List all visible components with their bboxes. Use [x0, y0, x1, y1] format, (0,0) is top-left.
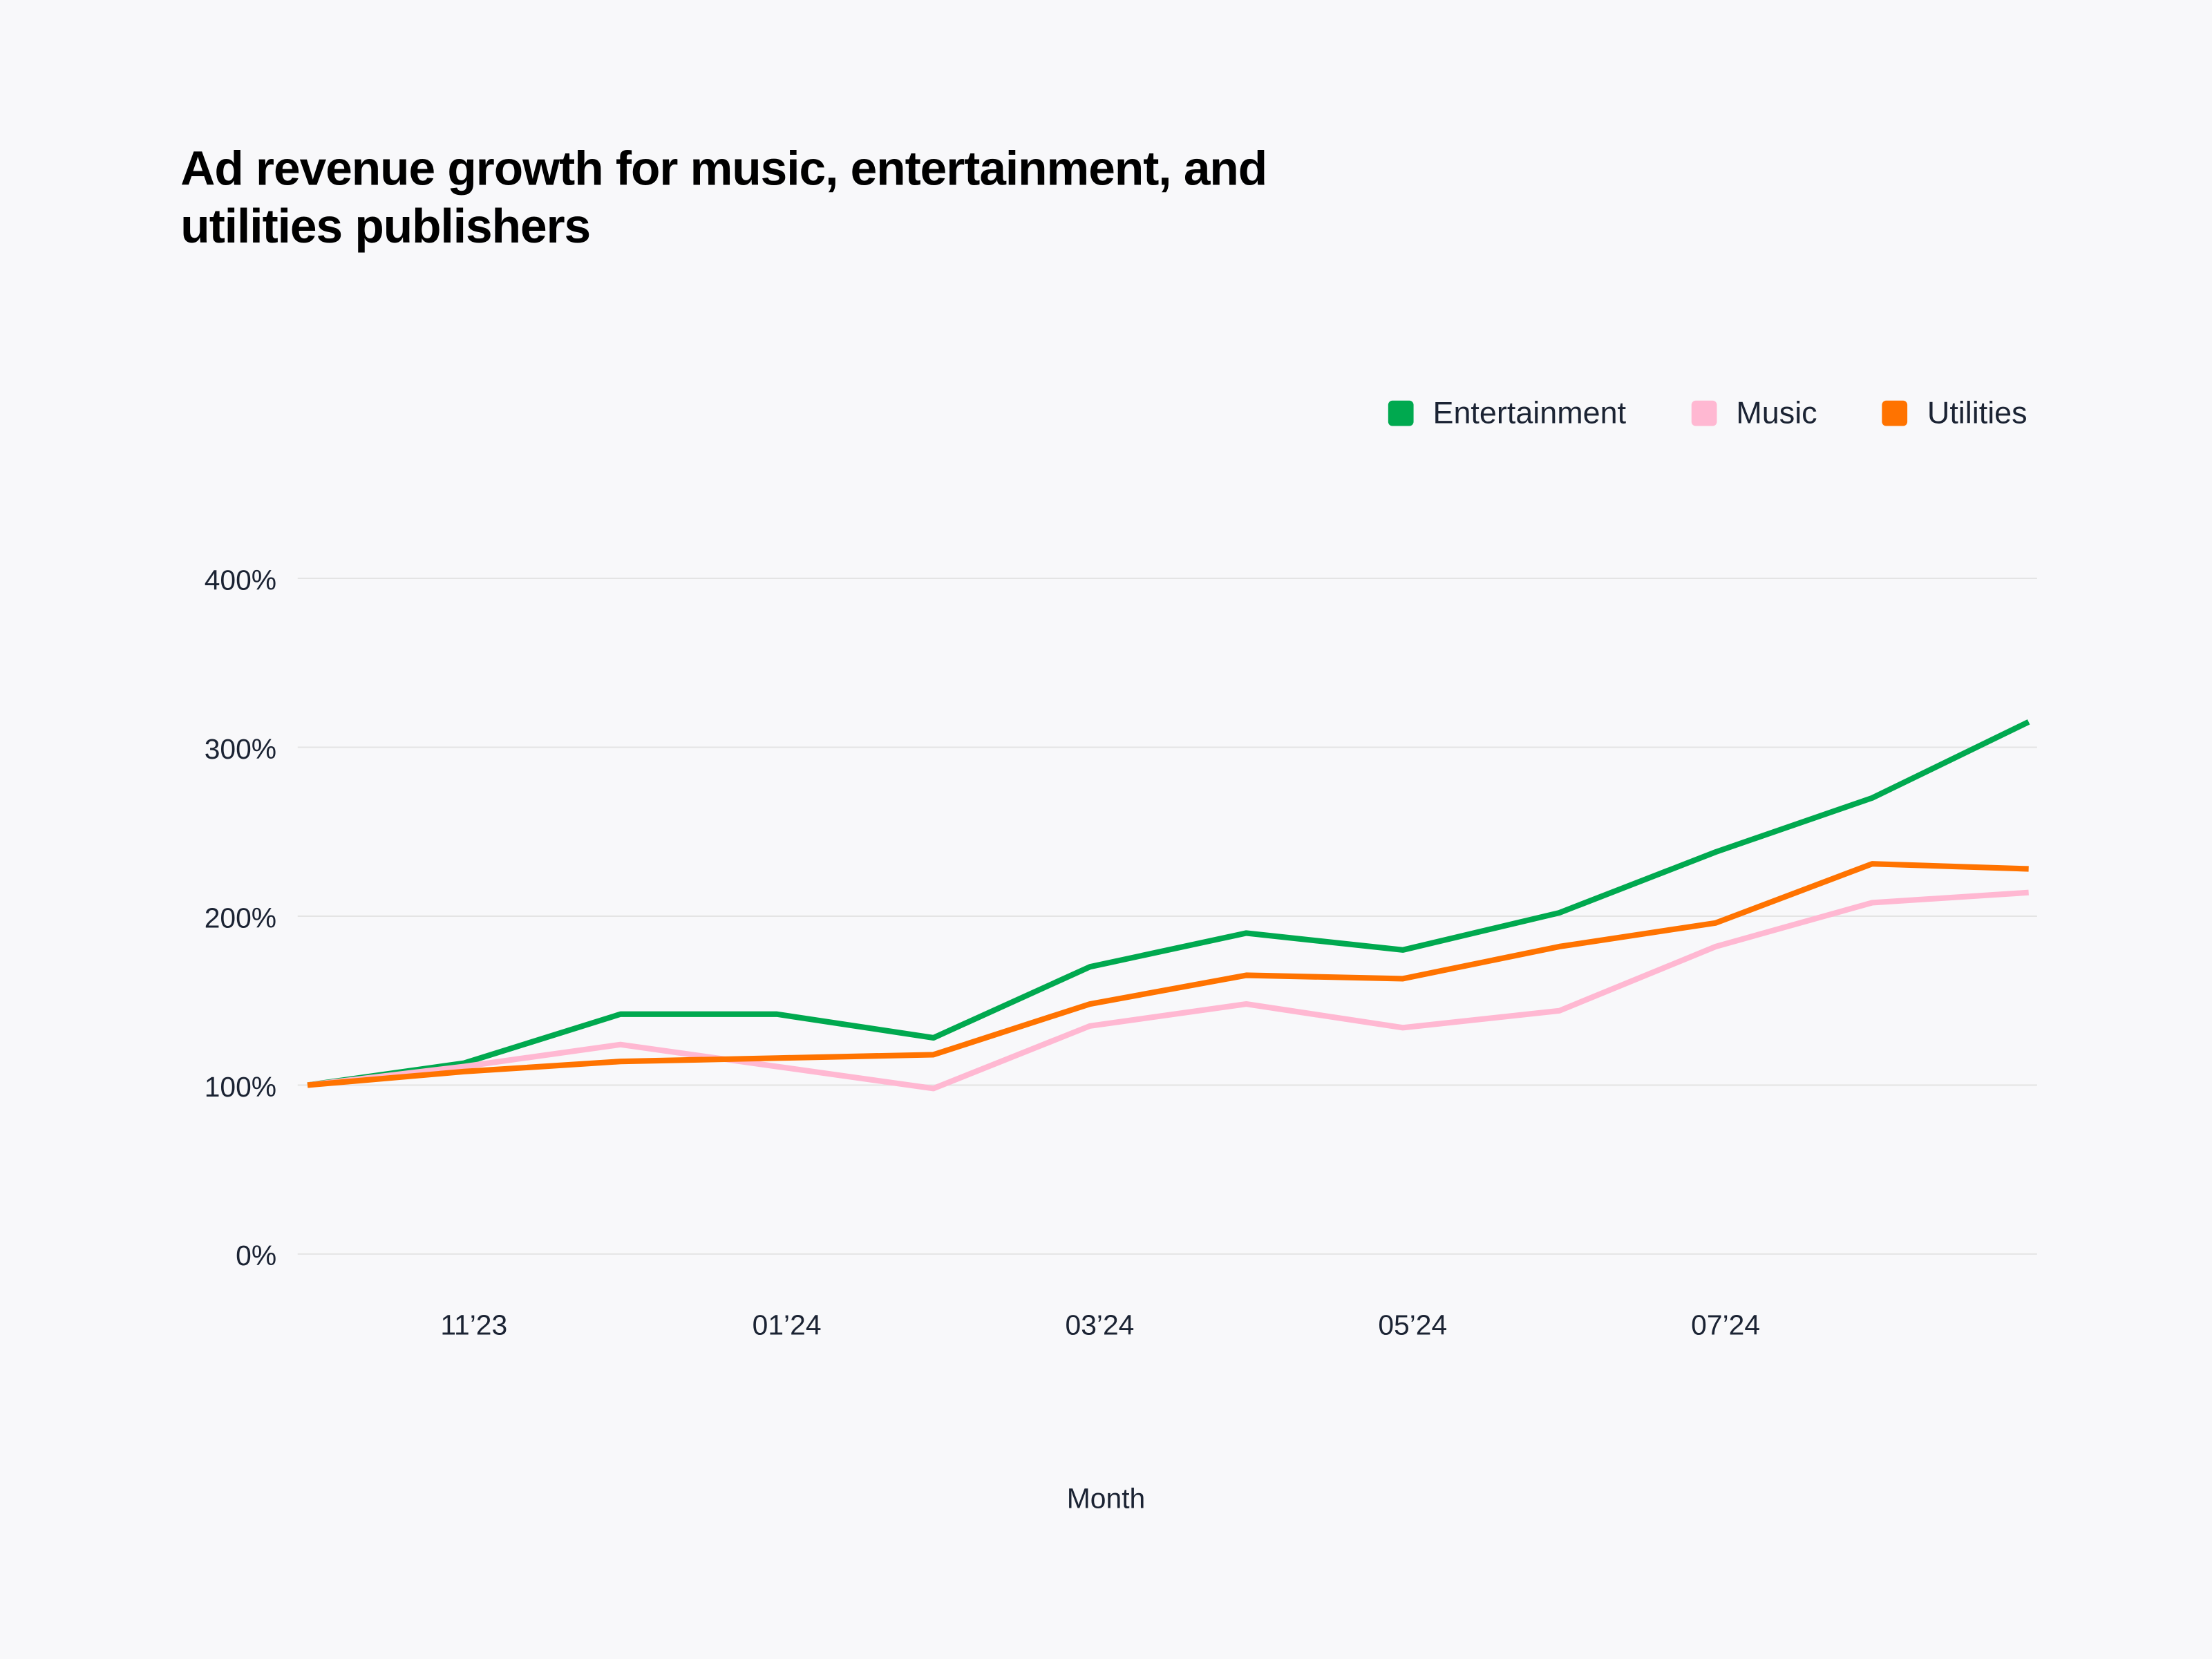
x-axis-ticks: 11’23 01’24 03’24 05’24 07’24	[440, 1309, 1760, 1340]
series-line-entertainment[interactable]	[307, 719, 2030, 1088]
legend-label-music: Music	[1736, 395, 1817, 430]
legend-swatch-utilities	[1882, 400, 1908, 426]
legend-item-utilities[interactable]: Utilities	[1882, 395, 2027, 432]
series-line-music[interactable]	[307, 889, 2029, 1092]
chart-title: Ad revenue growth for music, entertainme…	[180, 142, 1267, 254]
legend-label-utilities: Utilities	[1927, 395, 2027, 430]
x-axis-label: Month	[1067, 1482, 1145, 1514]
x-tick-label: 03’24	[1065, 1309, 1134, 1340]
x-tick-label: 11’23	[440, 1309, 507, 1340]
legend-label-entertainment: Entertainment	[1433, 395, 1627, 430]
y-tick-label: 0%	[236, 1240, 276, 1271]
y-tick-label: 400%	[205, 564, 276, 596]
legend-swatch-entertainment	[1388, 400, 1413, 426]
x-tick-label: 01’24	[753, 1309, 822, 1340]
legend-item-music[interactable]: Music	[1691, 395, 1817, 432]
y-tick-label: 200%	[205, 902, 276, 933]
series-line-utilities[interactable]	[307, 861, 2029, 1088]
gridlines	[297, 577, 2037, 1255]
legend: Entertainment Music Utilities	[1388, 395, 2027, 432]
y-tick-label: 300%	[205, 733, 276, 765]
legend-swatch-music	[1691, 400, 1717, 426]
x-tick-label: 05’24	[1378, 1309, 1447, 1340]
legend-item-entertainment[interactable]: Entertainment	[1388, 395, 1626, 432]
y-axis-ticks: 0% 100% 200% 300% 400%	[205, 564, 276, 1271]
series-lines	[307, 719, 2030, 1092]
x-tick-label: 07’24	[1691, 1309, 1760, 1340]
y-tick-label: 100%	[205, 1071, 276, 1103]
